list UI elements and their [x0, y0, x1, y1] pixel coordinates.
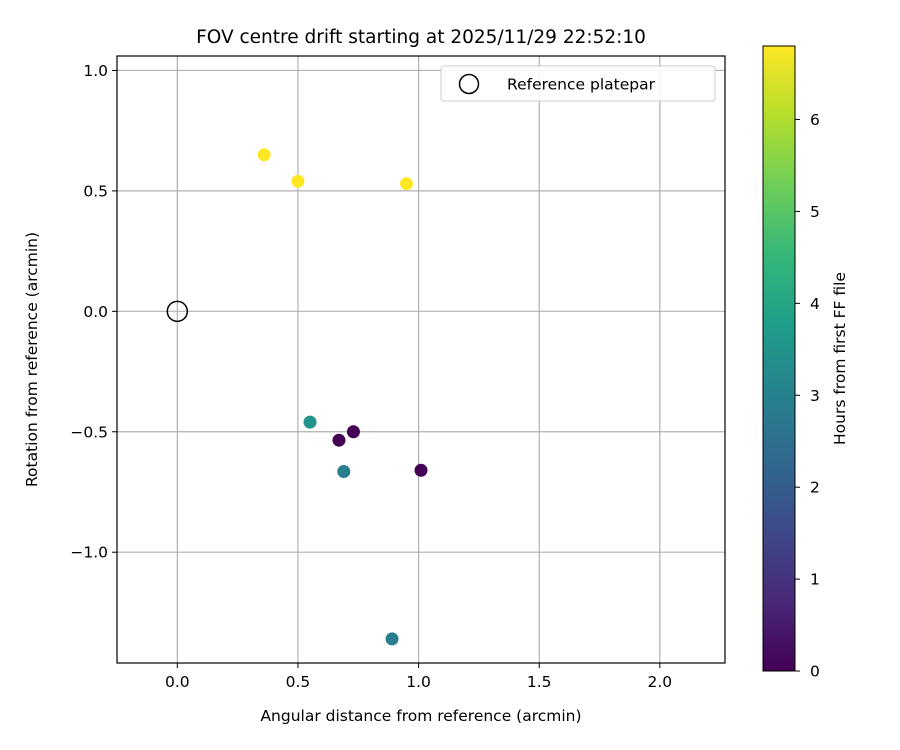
colorbar-tick-label: 3: [810, 387, 820, 405]
y-tick-label: 0.5: [83, 182, 108, 200]
plot-frame: [116, 55, 726, 664]
data-point: [257, 148, 271, 162]
data-point: [337, 465, 351, 479]
legend-reference-marker: [458, 73, 480, 95]
data-point: [303, 415, 317, 429]
data-point: [291, 174, 305, 188]
y-tick-label: 0.0: [83, 303, 108, 321]
chart-title: FOV centre drift starting at 2025/11/29 …: [196, 27, 646, 48]
colorbar-tick-label: 5: [810, 203, 820, 221]
colorbar-tick-label: 2: [810, 479, 820, 497]
x-tick-label: 1.0: [406, 673, 431, 691]
colorbar-tick-label: 0: [810, 663, 820, 681]
y-tick-label: −1.0: [70, 544, 108, 562]
data-points: [166, 148, 428, 646]
colorbar-label: Hours from first FF file: [831, 272, 849, 445]
colorbar-ticks: 0 1 2 3 4 5 6: [795, 111, 820, 681]
x-tick-label: 1.5: [527, 673, 552, 691]
data-point: [400, 177, 414, 191]
x-tick-label: 0.5: [286, 673, 311, 691]
colorbar-gradient: [762, 45, 796, 672]
grid-lines: [117, 56, 725, 663]
colorbar-tick-label: 6: [810, 111, 820, 129]
y-axis-label: Rotation from reference (arcmin): [23, 232, 41, 487]
legend: Reference platepar: [440, 65, 716, 102]
x-axis-ticks: 0.0 0.5 1.0 1.5 2.0: [165, 663, 672, 691]
y-axis-ticks: −1.0 −0.5 0.0 0.5 1.0: [70, 62, 117, 562]
legend-box: [440, 65, 716, 102]
data-point: [414, 463, 428, 477]
y-tick-label: −0.5: [70, 423, 108, 441]
data-point: [332, 433, 346, 447]
colorbar-tick-label: 1: [810, 571, 820, 589]
colorbar-tick-label: 4: [810, 295, 820, 313]
x-tick-label: 0.0: [165, 673, 190, 691]
y-tick-label: 1.0: [83, 62, 108, 80]
legend-label: Reference platepar: [507, 76, 656, 94]
x-axis-label: Angular distance from reference (arcmin): [260, 707, 581, 725]
colorbar: 0 1 2 3 4 5 6 Hours from first FF file: [762, 45, 849, 681]
x-tick-label: 2.0: [648, 673, 673, 691]
data-point: [385, 632, 399, 646]
reference-platepar-marker: [166, 300, 189, 323]
data-point: [346, 425, 360, 439]
